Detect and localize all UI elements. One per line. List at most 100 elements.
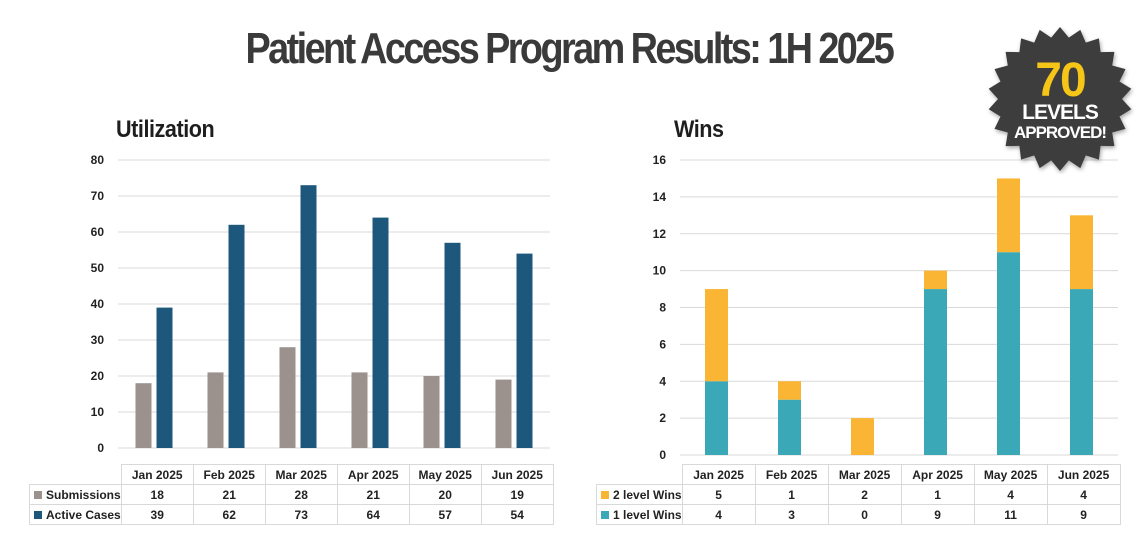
category-label: Feb 2025 [754, 464, 829, 485]
category-label: Jun 2025 [1046, 464, 1121, 485]
bar-active-cases [516, 253, 533, 448]
bar-segment-1-level-wins [778, 399, 801, 455]
table-row-1-level-wins: 1 level Wins 4 3 0 9 11 9 [596, 504, 1121, 525]
table-header-row: Jan 2025 Feb 2025 Mar 2025 Apr 2025 May … [596, 464, 1121, 485]
bar-segment-2-level-wins [778, 381, 801, 400]
y-tick-label: 0 [97, 441, 104, 455]
bar-segment-2-level-wins [997, 178, 1020, 253]
utilization-chart: 0 10 20 30 40 50 60 70 80 [91, 153, 550, 455]
bar-segment-2-level-wins [851, 418, 874, 455]
table-row-2-level-wins: 2 level Wins 5 1 2 1 4 4 [596, 484, 1121, 505]
page-title: Patient Access Program Results: 1H 2025 [245, 24, 894, 73]
y-tick-label: 30 [91, 333, 105, 347]
table-cell: 54 [480, 504, 554, 525]
category-label: Jan 2025 [120, 464, 194, 485]
bar-submissions [207, 372, 224, 448]
legend-active-cases: Active Cases [29, 504, 122, 525]
bar-active-cases [300, 185, 317, 448]
badge-number: 70 [1035, 54, 1085, 107]
table-cell: 1 [754, 484, 829, 505]
table-cell: 1 [900, 484, 975, 505]
starburst-shape [988, 27, 1132, 171]
bar-submissions [351, 372, 368, 448]
table-cell: 5 [681, 484, 756, 505]
category-label: Jun 2025 [480, 464, 554, 485]
legend-swatch-icon [601, 510, 609, 519]
y-tick-label: 20 [91, 369, 105, 383]
table-cell: 3 [754, 504, 829, 525]
bar-active-cases [156, 307, 173, 448]
wins-chart-title: Wins [674, 116, 724, 143]
table-cell: 39 [120, 504, 194, 525]
bar-submissions [279, 347, 296, 448]
legend-submissions: Submissions [29, 484, 122, 505]
table-cell: 0 [827, 504, 902, 525]
y-tick-label: 8 [659, 301, 666, 315]
table-cell: 21 [192, 484, 266, 505]
category-label: Jan 2025 [681, 464, 756, 485]
table-row-submissions: Submissions 18 21 28 21 20 19 [29, 484, 554, 505]
levels-approved-badge: 70 LEVELS APPROVED! [988, 27, 1132, 171]
table-cell: 20 [408, 484, 482, 505]
table-cell: 62 [192, 504, 266, 525]
bar-segment-1-level-wins [705, 381, 728, 455]
bar-active-cases [228, 224, 245, 448]
legend-swatch-icon [601, 490, 609, 499]
bar-active-cases [372, 217, 389, 448]
bar-submissions [495, 379, 512, 448]
badge-line-1: LEVELS [1022, 101, 1099, 124]
y-tick-label: 80 [91, 153, 105, 167]
y-tick-label: 4 [659, 374, 666, 388]
table-cell: 4 [681, 504, 756, 525]
y-tick-label: 14 [653, 190, 667, 204]
bar-segment-2-level-wins [1070, 215, 1093, 290]
category-label: May 2025 [973, 464, 1048, 485]
table-cell: 19 [480, 484, 554, 505]
bar-segment-2-level-wins [924, 270, 947, 290]
category-label: Apr 2025 [900, 464, 975, 485]
y-tick-label: 2 [659, 411, 666, 425]
wins-data-table: Jan 2025 Feb 2025 Mar 2025 Apr 2025 May … [596, 464, 1121, 525]
y-tick-label: 12 [653, 227, 667, 241]
table-row-active-cases: Active Cases 39 62 73 64 57 54 [29, 504, 554, 525]
table-cell: 18 [120, 484, 194, 505]
y-tick-label: 0 [659, 448, 666, 462]
bar-segment-1-level-wins [924, 289, 947, 455]
table-cell: 57 [408, 504, 482, 525]
y-tick-label: 60 [91, 225, 105, 239]
y-tick-label: 10 [653, 264, 667, 278]
bar-segment-2-level-wins [705, 289, 728, 382]
table-cell: 2 [827, 484, 902, 505]
table-cell: 9 [1046, 504, 1121, 525]
utilization-data-table: Jan 2025 Feb 2025 Mar 2025 Apr 2025 May … [29, 464, 554, 525]
bar-submissions [135, 383, 152, 448]
bar-segment-1-level-wins [1070, 289, 1093, 455]
badge-line-2: APPROVED! [1014, 123, 1106, 142]
utilization-chart-title: Utilization [116, 116, 215, 143]
y-tick-label: 50 [91, 261, 105, 275]
legend-2-level-wins: 2 level Wins [596, 484, 683, 505]
category-label: Mar 2025 [827, 464, 902, 485]
y-tick-label: 16 [653, 153, 667, 167]
table-cell: 73 [264, 504, 338, 525]
table-cell: 11 [973, 504, 1048, 525]
table-cell: 9 [900, 504, 975, 525]
legend-swatch-icon [34, 510, 42, 519]
category-label: Feb 2025 [192, 464, 266, 485]
y-tick-label: 10 [91, 405, 105, 419]
y-tick-label: 70 [91, 189, 105, 203]
legend-1-level-wins: 1 level Wins [596, 504, 683, 525]
table-cell: 64 [336, 504, 410, 525]
table-header-row: Jan 2025 Feb 2025 Mar 2025 Apr 2025 May … [29, 464, 554, 485]
bar-active-cases [444, 242, 461, 448]
legend-swatch-icon [34, 490, 42, 499]
wins-chart: 0 2 4 6 8 10 12 14 16 [653, 153, 1118, 462]
bar-submissions [423, 376, 440, 448]
category-label: Apr 2025 [336, 464, 410, 485]
table-cell: 4 [1046, 484, 1121, 505]
table-cell: 21 [336, 484, 410, 505]
table-cell: 4 [973, 484, 1048, 505]
bar-segment-1-level-wins [997, 252, 1020, 455]
y-tick-label: 40 [91, 297, 105, 311]
y-tick-label: 6 [659, 337, 666, 351]
